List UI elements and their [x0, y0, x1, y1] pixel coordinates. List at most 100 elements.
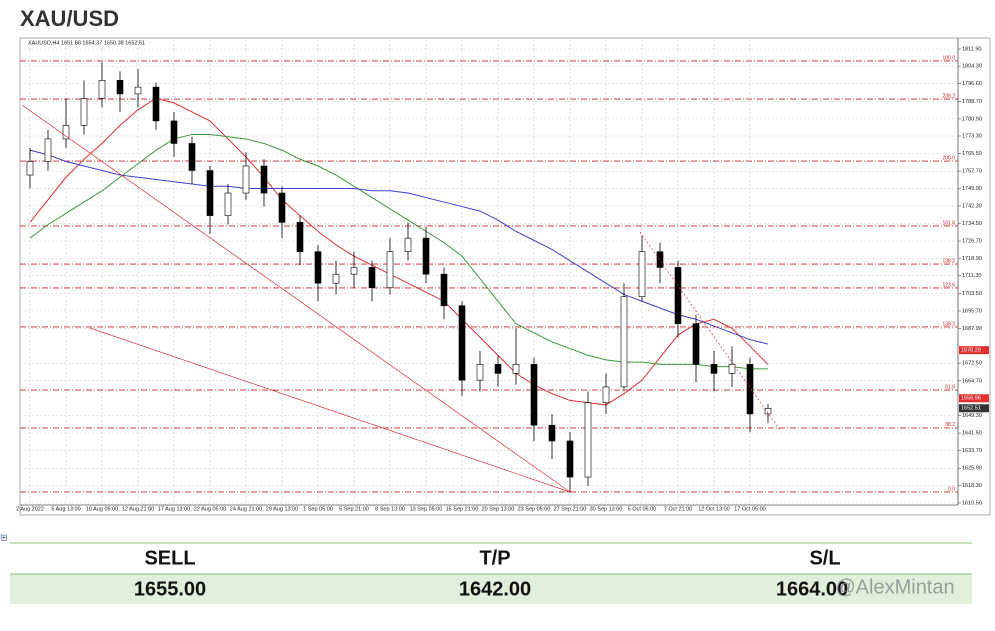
trend-line: [21, 104, 571, 493]
price-tag: [959, 346, 989, 355]
candle-body: [692, 323, 700, 365]
y-tick-label: 1726.70: [962, 239, 982, 245]
fib-label: 200.0: [942, 155, 955, 161]
candle-body: [386, 251, 394, 289]
candle-body: [44, 138, 52, 162]
candle-body: [242, 165, 250, 194]
table-header: T/P: [479, 547, 510, 569]
y-tick-label: 1788.70: [962, 99, 982, 105]
candle-body: [116, 80, 124, 95]
plot: 1610.50 1618.30 1625.90 1633.70 1641.50 1649.…: [16, 40, 989, 512]
y-tick-label: 1796.60: [962, 81, 982, 87]
x-tick-label: 13 Sep 05:00: [410, 506, 443, 512]
candle-body: [548, 424, 556, 442]
candle-body: [134, 86, 142, 95]
x-tick-label: 2 Aug 2022: [16, 506, 44, 512]
price-tag: [959, 394, 989, 403]
candle-body: [746, 364, 754, 415]
y-tick-label: 1804.30: [962, 64, 982, 70]
x-tick-label: 15 Sep 21:00: [446, 506, 479, 512]
candle-body: [152, 86, 160, 122]
candle-body: [656, 251, 664, 268]
candle-body: [494, 364, 502, 374]
candle-body: [62, 125, 70, 140]
x-tick-label: 5 Aug 13:00: [51, 506, 80, 512]
candle-body: [674, 267, 682, 325]
y-tick-label: 1641.50: [962, 431, 982, 437]
y-tick-label: 1757.70: [962, 169, 982, 175]
x-tick-label: 27 Sep 21:00: [554, 506, 587, 512]
candle-body: [80, 98, 88, 126]
candle-body: [710, 364, 718, 374]
y-tick-label: 1718.90: [962, 256, 982, 262]
candle-body: [566, 440, 574, 478]
x-tick-label: 23 Sep 05:00: [518, 506, 551, 512]
x-tick-label: 22 Aug 05:00: [194, 506, 226, 512]
chart-subtitle: XAUUSD,H4 1651.88 1654.37 1650.38 1652.5…: [28, 40, 145, 46]
candle-body: [638, 251, 646, 298]
y-tick-label: 1625.90: [962, 466, 982, 472]
x-tick-label: 20 Sep 13:00: [482, 506, 515, 512]
chart-frame: [19, 37, 991, 516]
x-tick-label: 1 Sep 05:00: [303, 506, 333, 512]
candle-body: [584, 402, 592, 478]
y-tick-label: 1734.50: [962, 221, 982, 227]
fib-label: 0.0: [948, 486, 955, 492]
y-tick-label: 1687.90: [962, 326, 982, 332]
x-tick-label: 17 Oct 05:00: [734, 506, 766, 512]
candle-body: [278, 192, 286, 223]
candle-body: [404, 237, 412, 252]
price-tag: [959, 404, 989, 413]
candle-body: [458, 305, 466, 381]
table-header: SELL: [144, 547, 195, 569]
x-tick-label: 12 Oct 13:00: [698, 506, 730, 512]
table-header: S/L: [809, 547, 840, 569]
watermark: @AlexMintan: [835, 576, 954, 598]
x-tick-label: 30 Sep 13:00: [590, 506, 623, 512]
trend-line: [639, 231, 781, 431]
table-value: 1664.00: [776, 578, 848, 600]
x-tick-label: 7 Oct 21:00: [664, 506, 692, 512]
candle-body: [368, 267, 376, 289]
trend-line: [89, 327, 571, 493]
candle-body: [422, 237, 430, 275]
y-tick-label: 1695.70: [962, 308, 982, 314]
fib-label: 100.0: [942, 55, 955, 61]
fib-label: 161.8: [942, 220, 955, 226]
y-tick-label: 1633.70: [962, 448, 982, 454]
y-tick-label: 1773.30: [962, 133, 982, 139]
candle-body: [350, 267, 358, 275]
y-tick-label: 1649.30: [962, 413, 982, 419]
moving-average: [29, 133, 768, 370]
value-row: [10, 574, 972, 604]
x-tick-label: 29 Aug 13:00: [266, 506, 298, 512]
candle-body: [512, 364, 520, 374]
y-tick-label: 1618.30: [962, 483, 982, 489]
candle-body: [224, 192, 232, 216]
y-tick-label: 1711.30: [962, 273, 981, 279]
candle-body: [332, 273, 340, 284]
chart-title: XAU/USD: [20, 6, 119, 31]
price-tag-label: 1678.29: [961, 348, 981, 354]
candle-body: [530, 364, 538, 426]
y-tick-label: 1780.90: [962, 116, 982, 122]
fib-label: 138.2: [942, 258, 955, 264]
y-tick-label: 1610.50: [962, 500, 982, 506]
candle-body: [26, 161, 34, 176]
x-tick-label: 12 Aug 21:00: [122, 506, 154, 512]
candle-body: [764, 407, 772, 415]
candle-body: [98, 80, 106, 99]
fib-label: 38.2: [945, 422, 955, 428]
table-value: 1642.00: [459, 578, 531, 600]
candle-body: [602, 386, 610, 403]
move-icon: ⊞: [0, 532, 8, 542]
y-tick-label: 1811.90: [962, 46, 981, 52]
candle-body: [440, 273, 448, 307]
candle-body: [170, 120, 178, 144]
y-tick-label: 1672.50: [962, 361, 982, 367]
y-tick-label: 1742.30: [962, 203, 982, 209]
x-tick-label: 5 Sep 21:00: [339, 506, 369, 512]
fib-label: 123.6: [942, 282, 955, 288]
